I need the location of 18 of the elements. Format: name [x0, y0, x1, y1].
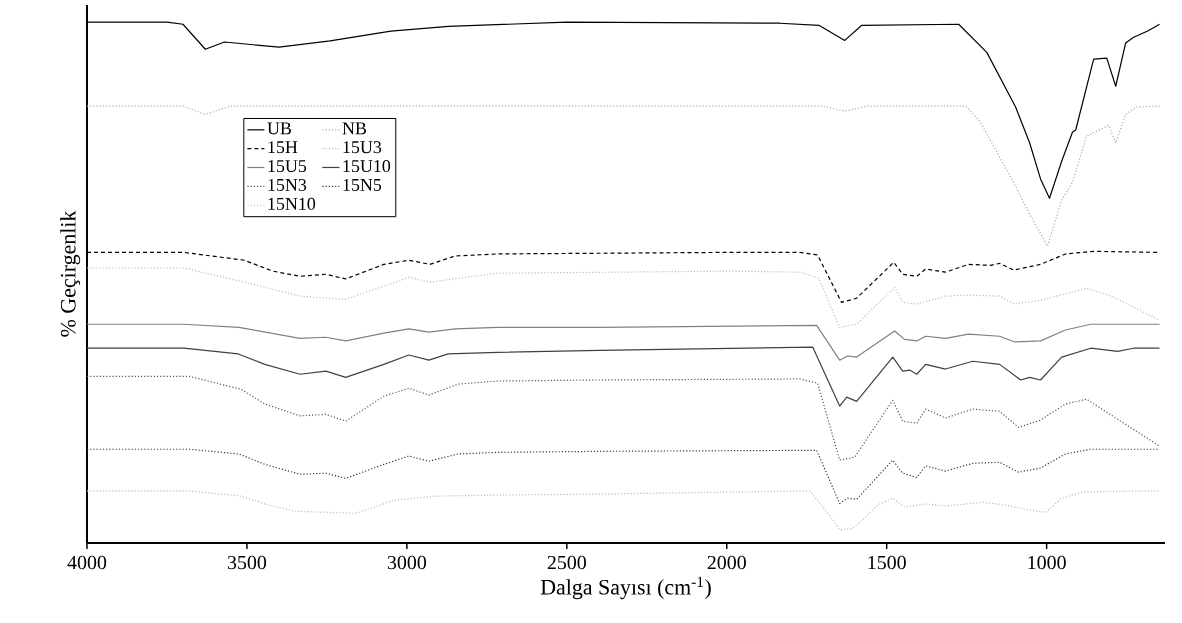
- x-tick-label: 3000: [387, 555, 427, 570]
- legend-label: 15N5: [343, 178, 382, 191]
- legend-label: 15N10: [268, 197, 316, 210]
- x-axis-title: Dalga Sayısı (cm$^{-1}$): [540, 576, 711, 600]
- legend-label: NB: [342, 122, 367, 135]
- legend-label: 15U10: [343, 160, 391, 173]
- legend-label: 15U3: [343, 141, 382, 154]
- legend-label: UB: [267, 122, 292, 135]
- y-axis-title: % Geçirgenlik: [60, 210, 81, 337]
- legend-label: 15H: [268, 141, 298, 154]
- x-tick-label: 2000: [707, 555, 746, 570]
- legend-label: 15N3: [268, 178, 307, 191]
- x-tick-label: 1500: [868, 555, 906, 570]
- x-tick-label: 4000: [67, 555, 107, 570]
- x-tick-label: 1000: [1028, 555, 1066, 570]
- legend-label: 15U5: [268, 160, 307, 173]
- x-tick-label: 3500: [227, 555, 267, 570]
- x-tick-label: 2500: [547, 555, 586, 570]
